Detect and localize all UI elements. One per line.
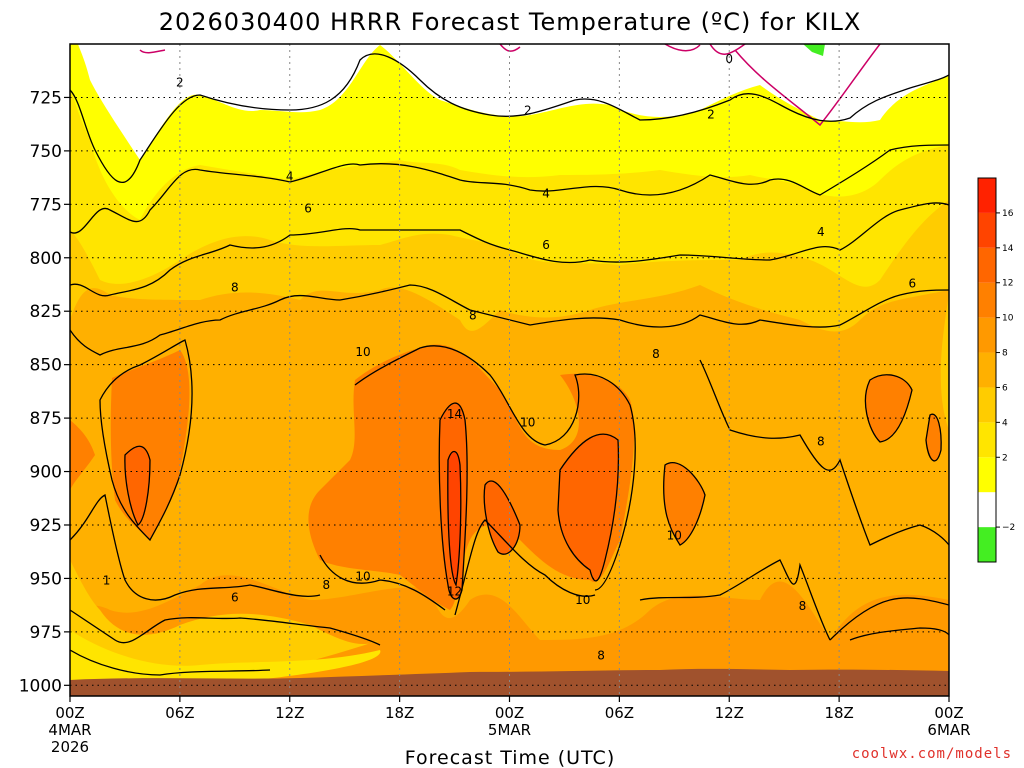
x-tick-label: 00Z — [55, 704, 84, 722]
contour-label: 6 — [231, 591, 239, 605]
x-tick-label: 18Z — [385, 704, 414, 722]
contour-label: 6 — [909, 276, 917, 290]
contour-label: 8 — [323, 578, 331, 592]
y-tick-label: 750 — [30, 142, 62, 162]
colorbar-swatch — [978, 457, 996, 493]
contour-label: 4 — [817, 225, 825, 239]
colorbar-tick-label: 4 — [1002, 418, 1008, 428]
colorbar-swatch — [978, 422, 996, 458]
y-tick-label: 925 — [30, 516, 62, 536]
colorbar-tick-label: 14 — [1002, 244, 1014, 254]
x-tick-date: 5MAR — [488, 721, 531, 739]
cell-12b — [558, 434, 619, 581]
grid-lines — [69, 44, 950, 696]
contour-label: 8 — [597, 648, 605, 662]
cell-10c — [663, 462, 705, 545]
y-tick-label: 975 — [30, 623, 62, 643]
cell-10a — [308, 344, 635, 610]
field-band-0 — [70, 44, 949, 160]
contour-label: 8 — [469, 308, 477, 322]
contour-label: 10 — [355, 569, 370, 583]
colorbar-swatch — [978, 282, 996, 318]
contour-label: 10 — [355, 345, 370, 359]
colorbar-swatch — [978, 352, 996, 388]
contour-label: 2 — [707, 108, 715, 122]
x-tick-label: 12Z — [715, 704, 744, 722]
colorbar: −2 2 4 6 8 10 12 14 16 — [977, 177, 1015, 563]
colorbar-swatch — [978, 247, 996, 283]
chart-title: 2026030400 HRRR Forecast Temperature (ºC… — [159, 8, 862, 36]
contour-label: 0 — [725, 52, 733, 66]
colorbar-swatch — [978, 387, 996, 423]
colorbar-tick-label: 6 — [1002, 383, 1008, 393]
contour-label: 4 — [286, 170, 294, 184]
cell-10d — [865, 374, 912, 442]
contour-label: 8 — [231, 281, 239, 295]
contour-label: 10 — [575, 593, 590, 607]
y-tick-label: 775 — [30, 195, 62, 215]
plot-area — [70, 44, 949, 696]
colorbar-tick-label: 16 — [1002, 209, 1014, 219]
contour-label: 8 — [652, 347, 660, 361]
y-tick-label: 875 — [30, 409, 62, 429]
colorbar-tick-label: 12 — [1002, 279, 1013, 289]
colorbar-tick-label: 2 — [1002, 453, 1008, 463]
contour-label: 8 — [817, 435, 825, 449]
x-tick-date: 6MAR — [927, 721, 970, 739]
colorbar-tick-label: −2 — [1002, 523, 1015, 533]
y-tick-label: 850 — [30, 356, 62, 376]
contour-label: 6 — [542, 238, 550, 252]
colorbar-swatch — [978, 527, 996, 562]
x-axis-label: Forecast Time (UTC) — [405, 747, 615, 768]
colorbar-swatch — [978, 212, 996, 248]
x-tick-label: 00Z — [495, 704, 524, 722]
cell-10e — [926, 414, 942, 461]
cell-12c — [484, 480, 520, 555]
contour-label: 4 — [542, 187, 550, 201]
x-tick-label: 06Z — [605, 704, 634, 722]
field-band-neg — [803, 44, 825, 56]
colorbar-swatch — [978, 492, 996, 528]
y-tick-label: 1000 — [19, 676, 62, 696]
contour-label: 1 — [103, 574, 111, 588]
x-tick-label: 00Z — [934, 704, 963, 722]
colorbar-swatch — [978, 317, 996, 353]
contour-labels: 2 2 2 0 4 4 4 6 6 6 6 8 8 8 8 8 8 8 10 10 10 10 10 12 14 1 — [103, 52, 916, 662]
contour-label: 10 — [520, 415, 535, 429]
y-tick-label: 900 — [30, 463, 62, 483]
cell-10f — [70, 420, 95, 490]
colorbar-frame — [977, 177, 997, 563]
x-tick-label: 06Z — [165, 704, 194, 722]
x-tick-label: 18Z — [824, 704, 853, 722]
y-tick-label: 950 — [30, 569, 62, 589]
contour-label: 8 — [799, 599, 807, 613]
y-axis: 725 750 775 800 825 850 875 900 925 950 975 1000 — [19, 88, 70, 696]
contour-lines — [70, 53, 949, 676]
colorbar-swatch — [978, 178, 996, 213]
contour-label: 12 — [447, 584, 462, 598]
zero-contour — [139, 44, 881, 127]
contour-label: 6 — [304, 202, 312, 216]
contour-label: 2 — [524, 103, 532, 117]
contour-label: 2 — [176, 75, 184, 89]
cell-14 — [447, 451, 461, 585]
contour-label: 14 — [447, 407, 462, 421]
x-tick-year: 2026 — [51, 738, 89, 756]
x-tick-label: 12Z — [275, 704, 304, 722]
field-band-4 — [70, 44, 949, 690]
credit-text: coolwx.com/models — [852, 746, 1012, 762]
colorbar-tick-label: 10 — [1002, 314, 1014, 324]
y-tick-label: 800 — [30, 249, 62, 269]
x-tick-date: 4MAR — [48, 721, 91, 739]
y-tick-label: 725 — [30, 88, 62, 108]
contour-label: 10 — [667, 529, 682, 543]
colorbar-tick-label: 8 — [1002, 349, 1008, 359]
y-tick-label: 825 — [30, 302, 62, 322]
